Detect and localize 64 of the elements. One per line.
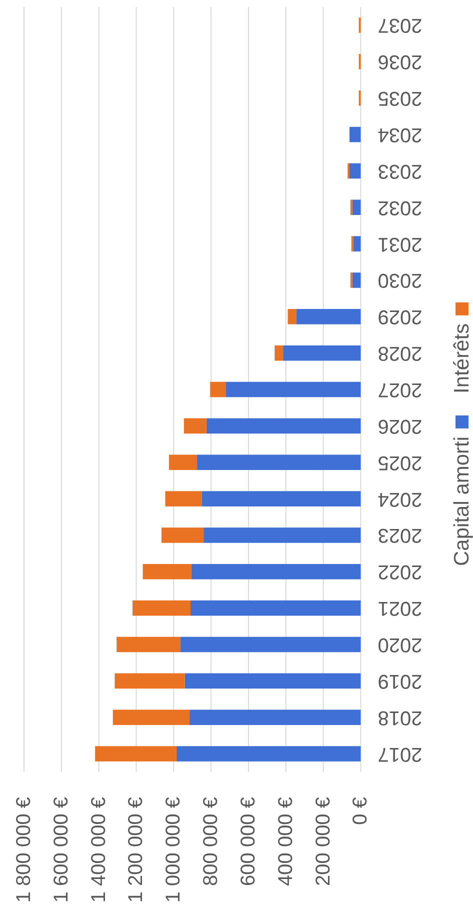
x-tick-label: 1 000 000 € — [162, 797, 185, 903]
bar — [226, 382, 361, 398]
y-tick-label: 2033 — [378, 160, 422, 182]
bar — [142, 564, 192, 580]
bar — [176, 746, 361, 762]
y-tick-label: 2023 — [378, 524, 422, 546]
legend-label: Capital amorti — [450, 436, 473, 566]
x-tick-label: 200 000 € — [312, 797, 334, 886]
bar — [132, 600, 190, 616]
bar — [197, 454, 361, 470]
y-tick-label: 2036 — [378, 50, 422, 73]
x-tick-label: 1 200 000 € — [125, 797, 148, 903]
bar — [349, 126, 361, 142]
x-tick-label: 0 € — [350, 797, 372, 825]
y-tick-label: 2018 — [378, 706, 422, 728]
x-tick-label: 600 000 € — [237, 797, 260, 886]
y-tick-label: 2022 — [378, 560, 422, 583]
bar — [165, 491, 202, 506]
bar — [352, 272, 361, 288]
y-tick-label: 2035 — [378, 87, 422, 110]
bar — [161, 528, 204, 543]
legend-label: Intérêts — [450, 323, 473, 394]
y-tick-label: 2034 — [378, 124, 422, 146]
bar — [283, 345, 361, 361]
bar — [184, 418, 206, 434]
y-tick-label: 2019 — [378, 670, 422, 692]
bar — [114, 673, 185, 689]
y-tick-label: 2021 — [378, 597, 422, 620]
bar — [202, 491, 361, 506]
bar — [274, 345, 284, 361]
bar — [190, 600, 361, 616]
y-tick-label: 2025 — [378, 451, 422, 474]
bar — [168, 454, 198, 470]
y-tick-label: 2030 — [378, 269, 422, 292]
bar — [191, 564, 361, 580]
y-tick-label: 2031 — [378, 232, 422, 255]
y-tick-label: 2029 — [378, 306, 422, 328]
y-tick-label: 2017 — [378, 742, 422, 765]
bar — [116, 636, 180, 652]
bar — [210, 382, 226, 398]
x-tick-label: 1 400 000 € — [88, 797, 110, 903]
y-tick-label: 2027 — [378, 378, 422, 400]
bar — [95, 746, 176, 762]
x-tick-label: 1 600 000 € — [50, 797, 72, 903]
x-tick-label: 1 800 000 € — [13, 797, 35, 903]
bar — [296, 308, 361, 324]
bar — [288, 308, 296, 324]
y-tick-label: 2028 — [378, 342, 422, 364]
x-tick-label: 800 000 € — [200, 797, 222, 886]
bar — [180, 636, 361, 652]
bar — [184, 673, 361, 689]
bar — [112, 710, 190, 726]
y-tick-label: 2026 — [378, 414, 422, 437]
y-tick-label: 2024 — [378, 488, 422, 510]
bar — [353, 236, 361, 252]
y-tick-label: 2032 — [378, 196, 422, 218]
bar — [204, 528, 361, 543]
x-tick-label: 400 000 € — [274, 797, 297, 886]
y-tick-label: 2020 — [378, 634, 422, 656]
bar — [349, 163, 361, 179]
bar — [190, 710, 361, 726]
bar — [352, 200, 361, 216]
y-tick-label: 2037 — [378, 14, 422, 36]
bar — [206, 418, 361, 434]
